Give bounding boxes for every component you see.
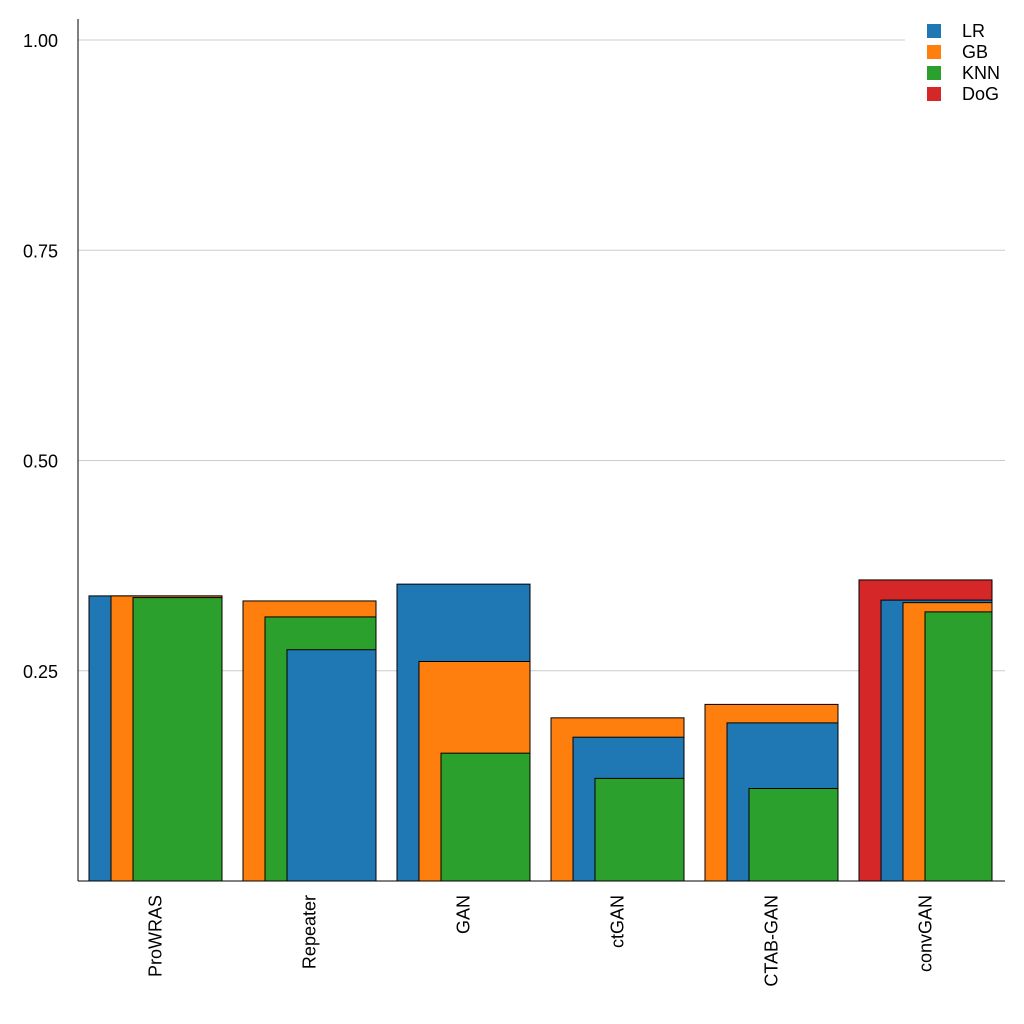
x-category-labels: ProWRAS Repeater GAN ctGAN CTAB-GAN convGAN — [146, 895, 936, 987]
x-category-label: convGAN — [916, 895, 936, 972]
x-category-label: CTAB-GAN — [762, 895, 782, 987]
bars — [88, 579, 993, 882]
bar-convgan-knn — [924, 611, 993, 882]
bar-ctab-gan-knn — [748, 787, 839, 882]
legend-swatch-lr — [927, 24, 941, 38]
y-tick-label: 0.75 — [23, 241, 58, 261]
legend-label-gb: GB — [962, 42, 988, 62]
y-tick-label: 0.50 — [23, 452, 58, 472]
y-tick-labels: 0.25 0.50 0.75 1.00 — [23, 31, 58, 682]
x-category-label: ProWRAS — [146, 895, 166, 977]
axes — [77, 19, 1005, 882]
bar-ctgan-knn — [594, 777, 685, 882]
legend-label-dog: DoG — [962, 84, 999, 104]
legend-swatch-dog — [927, 87, 941, 101]
bar-gan-knn — [440, 752, 531, 882]
legend-swatch-gb — [927, 45, 941, 59]
legend-swatch-knn — [927, 66, 941, 80]
legend-label-lr: LR — [962, 21, 985, 41]
legend-background — [905, 19, 1005, 101]
y-tick-label: 1.00 — [23, 31, 58, 51]
x-category-label: GAN — [454, 895, 474, 934]
x-category-label: ctGAN — [608, 895, 628, 948]
gridlines — [78, 39, 1005, 672]
bar-prowras-knn — [132, 597, 223, 882]
y-tick-label: 0.25 — [23, 662, 58, 682]
legend-label-knn: KNN — [962, 63, 1000, 83]
x-category-label: Repeater — [300, 895, 320, 969]
bar-repeater-lr — [286, 649, 377, 882]
